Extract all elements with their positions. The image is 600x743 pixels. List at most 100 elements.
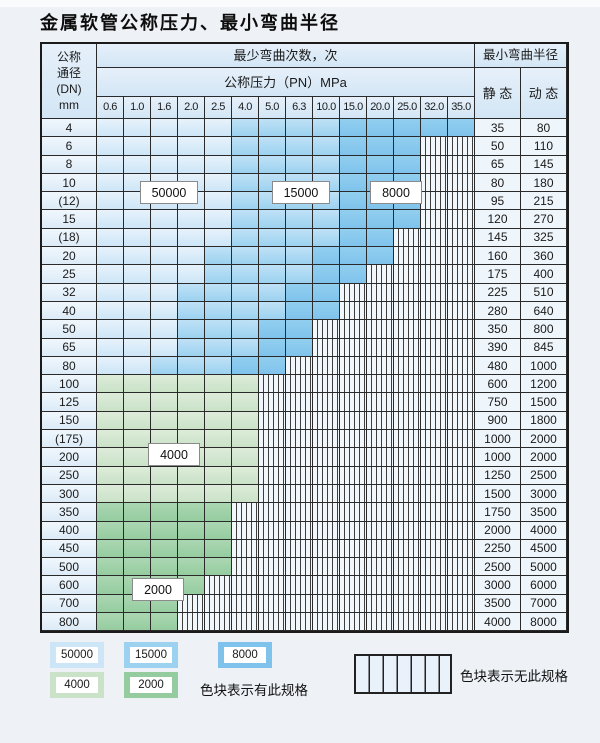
dn-cell: 350 bbox=[42, 503, 97, 522]
spec-cell-8000 bbox=[340, 247, 367, 266]
spec-cell-2000 bbox=[97, 558, 124, 577]
dynamic-radius-cell: 215 bbox=[521, 192, 567, 211]
no-spec-cell bbox=[448, 137, 475, 156]
spec-cell-4000 bbox=[124, 411, 151, 431]
spec-cell-15000 bbox=[259, 137, 286, 156]
spec-cell-4000 bbox=[205, 393, 232, 412]
no-spec-cell bbox=[313, 411, 340, 431]
no-spec-cell bbox=[448, 503, 475, 522]
static-radius-cell: 3500 bbox=[475, 594, 521, 614]
no-spec-cell bbox=[286, 430, 313, 449]
legend-hatch-box bbox=[354, 654, 452, 694]
dn-cell: 700 bbox=[42, 594, 97, 614]
spec-cell-2000 bbox=[97, 539, 124, 559]
spec-cell-4000 bbox=[232, 448, 259, 467]
no-spec-cell bbox=[286, 576, 313, 595]
static-radius-cell: 225 bbox=[475, 283, 521, 302]
spec-cell-15000 bbox=[286, 210, 313, 229]
spec-cell-4000 bbox=[178, 411, 205, 431]
spec-cell-15000 bbox=[232, 265, 259, 284]
dynamic-radius-cell: 7000 bbox=[521, 594, 567, 614]
spec-cell-50000 bbox=[151, 119, 178, 138]
no-spec-cell bbox=[313, 356, 340, 376]
no-spec-cell bbox=[367, 594, 394, 614]
no-spec-cell bbox=[421, 448, 448, 467]
no-spec-cell bbox=[421, 430, 448, 449]
spec-cell-4000 bbox=[124, 448, 151, 467]
dynamic-radius-cell: 1500 bbox=[521, 393, 567, 412]
no-spec-cell bbox=[448, 411, 475, 431]
spec-cell-8000 bbox=[259, 356, 286, 376]
no-spec-cell bbox=[394, 228, 421, 248]
no-spec-cell bbox=[313, 375, 340, 394]
no-spec-cell bbox=[394, 613, 421, 632]
spec-cell-2000 bbox=[124, 503, 151, 522]
dn-cell: 6 bbox=[42, 137, 97, 156]
no-spec-cell bbox=[340, 466, 367, 485]
spec-cell-50000 bbox=[124, 137, 151, 156]
dn-cell: 10 bbox=[42, 173, 97, 193]
spec-cell-4000 bbox=[97, 448, 124, 467]
pressure-table-wrapper: 公称 通径 (DN) mm 最少弯曲次数，次 最小弯曲半径 公称压力（PN）MP… bbox=[40, 42, 569, 634]
no-spec-cell bbox=[313, 613, 340, 632]
no-spec-cell bbox=[421, 228, 448, 248]
spec-cell-15000 bbox=[205, 338, 232, 357]
spec-cell-4000 bbox=[97, 466, 124, 485]
spec-cell-8000 bbox=[286, 338, 313, 357]
dynamic-radius-cell: 3500 bbox=[521, 503, 567, 522]
spec-cell-50000 bbox=[124, 265, 151, 284]
spec-cell-8000 bbox=[367, 228, 394, 248]
no-spec-cell bbox=[367, 375, 394, 394]
no-spec-cell bbox=[448, 521, 475, 540]
no-spec-cell bbox=[340, 448, 367, 467]
spec-cell-4000 bbox=[178, 393, 205, 412]
dn-cell: 200 bbox=[42, 448, 97, 467]
no-spec-cell bbox=[367, 393, 394, 412]
no-spec-cell bbox=[367, 484, 394, 504]
dynamic-radius-cell: 640 bbox=[521, 301, 567, 321]
spec-cell-8000 bbox=[421, 119, 448, 138]
static-radius-cell: 3000 bbox=[475, 576, 521, 595]
static-radius-cell: 65 bbox=[475, 155, 521, 174]
spec-cell-15000 bbox=[259, 301, 286, 321]
spec-cell-4000 bbox=[124, 466, 151, 485]
spec-cell-50000 bbox=[205, 192, 232, 211]
spec-cell-4000 bbox=[205, 466, 232, 485]
spec-cell-8000 bbox=[394, 119, 421, 138]
spec-cell-4000 bbox=[232, 484, 259, 504]
spec-cell-50000 bbox=[178, 155, 205, 174]
spec-cell-15000 bbox=[232, 320, 259, 339]
no-spec-cell bbox=[448, 393, 475, 412]
spec-cell-15000 bbox=[205, 247, 232, 266]
no-spec-cell bbox=[286, 594, 313, 614]
spec-cell-50000 bbox=[124, 119, 151, 138]
static-radius-cell: 160 bbox=[475, 247, 521, 266]
spec-cell-50000 bbox=[124, 338, 151, 357]
spec-cell-8000 bbox=[367, 137, 394, 156]
no-spec-cell bbox=[286, 558, 313, 577]
spec-cell-4000 bbox=[151, 393, 178, 412]
spec-cell-15000 bbox=[232, 247, 259, 266]
spec-cell-8000 bbox=[340, 192, 367, 211]
spec-cell-50000 bbox=[97, 301, 124, 321]
no-spec-cell bbox=[394, 265, 421, 284]
spec-cell-50000 bbox=[178, 119, 205, 138]
no-spec-cell bbox=[313, 484, 340, 504]
spec-cell-4000 bbox=[205, 484, 232, 504]
no-spec-cell bbox=[340, 283, 367, 302]
dn-cell: 25 bbox=[42, 265, 97, 284]
no-spec-cell bbox=[178, 613, 205, 632]
no-spec-cell bbox=[421, 411, 448, 431]
pressure-tick-25.0: 25.0 bbox=[394, 97, 421, 119]
spec-cell-50000 bbox=[97, 155, 124, 174]
dynamic-radius-cell: 1800 bbox=[521, 411, 567, 431]
no-spec-cell bbox=[367, 576, 394, 595]
no-spec-cell bbox=[259, 613, 286, 632]
no-spec-cell bbox=[421, 466, 448, 485]
spec-cell-50000 bbox=[178, 265, 205, 284]
dynamic-radius-cell: 1200 bbox=[521, 375, 567, 394]
no-spec-cell bbox=[367, 283, 394, 302]
spec-cell-4000 bbox=[151, 411, 178, 431]
no-spec-cell bbox=[313, 558, 340, 577]
dn-column-header: 公称 通径 (DN) mm bbox=[42, 44, 97, 119]
